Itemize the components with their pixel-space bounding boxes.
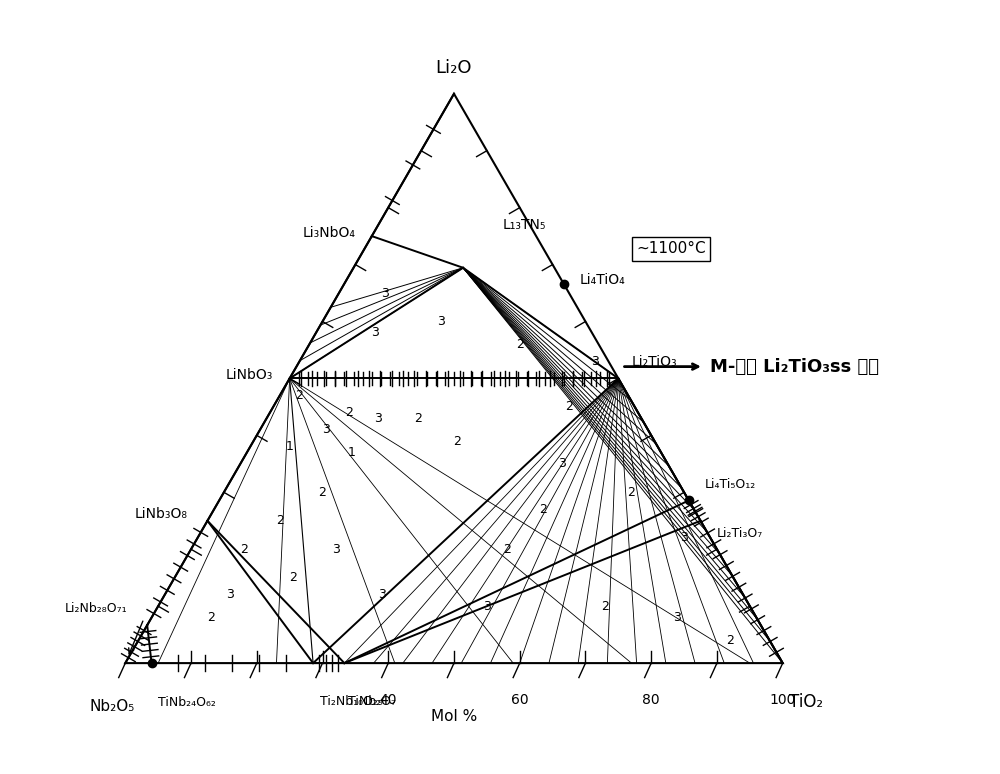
Text: 3: 3 [437,315,445,328]
Text: 3: 3 [374,412,382,425]
Text: Li₂O: Li₂O [436,60,472,77]
Text: Li₄TiO₄: Li₄TiO₄ [580,273,626,287]
Text: Li₂Ti₃O₇: Li₂Ti₃O₇ [717,527,763,540]
Text: LiNbO₃: LiNbO₃ [226,368,273,382]
Text: 3: 3 [378,588,386,601]
Text: 3: 3 [483,600,491,613]
Text: 3: 3 [591,354,599,368]
Text: TiO₂: TiO₂ [789,693,823,711]
Text: 3: 3 [322,423,330,437]
Text: Li₂Nb₂₈O₇₁: Li₂Nb₂₈O₇₁ [65,602,127,615]
Text: 100: 100 [769,693,796,707]
Text: 60: 60 [511,693,529,707]
Text: 3: 3 [332,543,340,556]
Text: TiNb₂₄O₆₂: TiNb₂₄O₆₂ [158,696,216,709]
Text: Ti₂Nb₁₀O₂₉: Ti₂Nb₁₀O₂₉ [320,695,383,707]
Text: 2: 2 [345,406,353,419]
Text: Li₃NbO₄: Li₃NbO₄ [302,226,355,240]
Text: 2: 2 [628,486,635,498]
Text: 80: 80 [642,693,660,707]
Text: 2: 2 [453,434,461,447]
Text: 2: 2 [289,571,297,584]
Text: 2: 2 [207,611,215,624]
Text: 3: 3 [674,611,681,624]
Text: 3: 3 [381,286,389,300]
Text: 2: 2 [516,337,524,351]
Text: 3: 3 [371,327,379,339]
Text: 2: 2 [240,543,248,556]
Text: 3: 3 [680,532,688,544]
Text: Li₄Ti₅O₁₂: Li₄Ti₅O₁₂ [705,478,756,491]
Text: 2: 2 [503,543,511,556]
Text: 2: 2 [565,400,573,413]
Text: 3: 3 [227,588,234,601]
Text: 1: 1 [348,446,356,459]
Text: LiNb₃O₈: LiNb₃O₈ [135,507,188,521]
Text: 2: 2 [296,389,303,402]
Text: 1: 1 [286,440,294,454]
Text: 2: 2 [539,503,547,516]
Text: TiNb₂O₇: TiNb₂O₇ [348,695,396,707]
Text: 2: 2 [276,514,284,527]
Text: L₁₃TN₅: L₁₃TN₅ [503,217,546,231]
Text: Li₂TiO₃: Li₂TiO₃ [631,354,677,368]
Text: 2: 2 [726,634,734,647]
Text: 2: 2 [414,412,422,425]
Text: M-相与 Li₂TiO₃ss 共存: M-相与 Li₂TiO₃ss 共存 [710,358,879,375]
Text: ~1100°C: ~1100°C [636,241,706,256]
Text: Nb₂O₅: Nb₂O₅ [90,699,135,714]
Text: 40: 40 [379,693,397,707]
Text: 3: 3 [559,457,566,471]
Text: Mol %: Mol % [431,709,477,724]
Text: 2: 2 [319,486,326,498]
Text: 2: 2 [601,600,609,613]
